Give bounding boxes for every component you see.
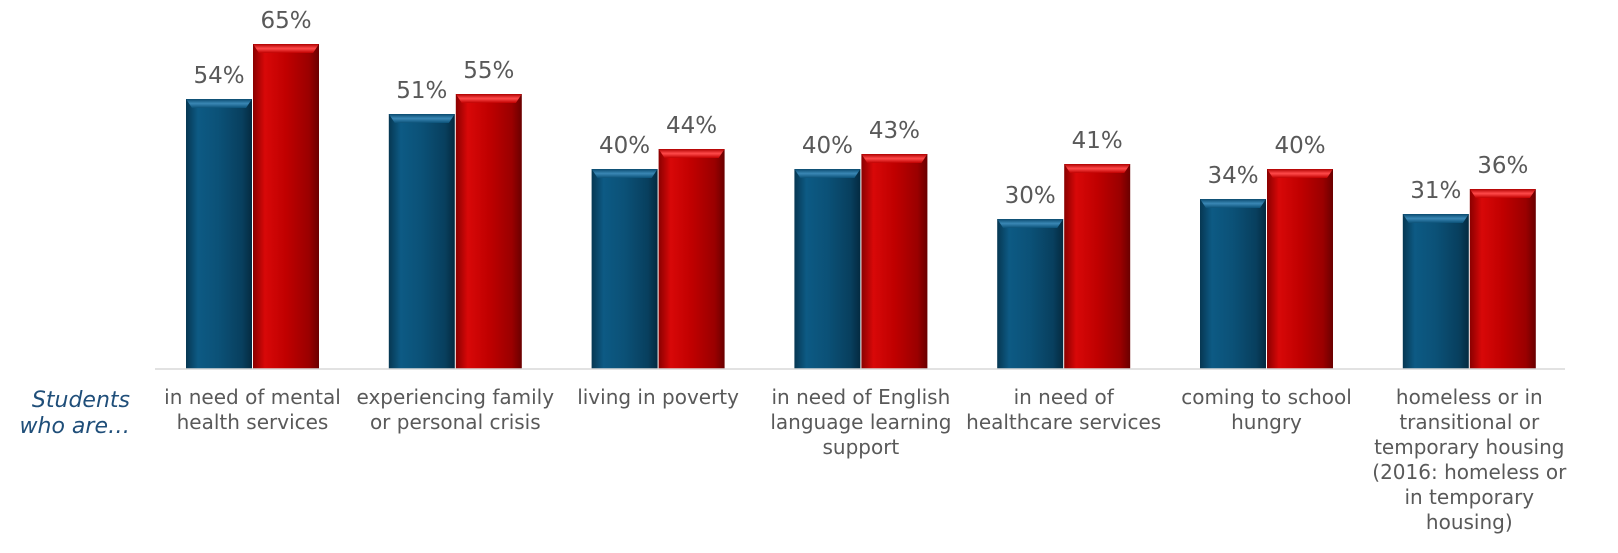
bar-body (1200, 199, 1266, 369)
value-label-red-1: 65% (260, 8, 311, 34)
value-label-blue-3: 40% (599, 133, 650, 159)
bar-body (1469, 189, 1536, 369)
value-label-blue-4: 40% (802, 133, 853, 159)
bar-bevel (1064, 164, 1131, 173)
row-label: Students who are… (19, 388, 130, 439)
bar-red-6 (1267, 169, 1333, 369)
value-label-blue-5: 30% (1005, 183, 1056, 209)
bar-bevel (591, 169, 658, 178)
bar-bevel (997, 219, 1064, 228)
value-label-red-7: 36% (1477, 153, 1528, 179)
bar-blue-7 (1402, 214, 1469, 369)
category-label-5: in need of healthcare services (966, 385, 1162, 434)
bar-bevel (1402, 214, 1469, 223)
bar-bevel (455, 94, 522, 103)
bar-bevel (186, 99, 252, 108)
bar-body (1267, 169, 1333, 369)
bar-bevel (253, 44, 319, 53)
bar-body (861, 154, 928, 369)
bar-blue-4 (794, 169, 861, 369)
bar-bevel (1469, 189, 1536, 198)
category-label-4: in need of English language learning sup… (770, 385, 952, 459)
value-label-blue-6: 34% (1207, 163, 1258, 189)
bar-blue-5 (997, 219, 1064, 369)
category-label-2: experiencing family or personal crisis (356, 385, 555, 434)
bar-red-7 (1469, 189, 1536, 369)
bar-red-4 (861, 154, 928, 369)
value-label-blue-7: 31% (1410, 178, 1461, 204)
bar-bevel (388, 114, 455, 123)
bar-body (186, 99, 252, 369)
category-label-3: living in poverty (577, 385, 739, 409)
value-label-red-5: 41% (1072, 128, 1123, 154)
bar-body (1064, 164, 1131, 369)
bar-body (253, 44, 319, 369)
bar-bevel (658, 149, 725, 158)
bar-bevel (794, 169, 861, 178)
bar-body (388, 114, 455, 369)
value-label-red-4: 43% (869, 118, 920, 144)
bar-body (1402, 214, 1469, 369)
bar-blue-2 (388, 114, 455, 369)
bar-body (997, 219, 1064, 369)
bar-bevel (1267, 169, 1333, 178)
category-label-7: homeless or in transitional or temporary… (1372, 385, 1567, 534)
bar-blue-3 (591, 169, 658, 369)
bar-red-3 (658, 149, 725, 369)
bar-body (591, 169, 658, 369)
value-label-blue-2: 51% (396, 78, 447, 104)
bar-body (455, 94, 522, 369)
value-label-blue-1: 54% (193, 63, 244, 89)
category-label-1: in need of mental health services (164, 385, 341, 434)
bar-bevel (1200, 199, 1266, 208)
bar-red-1 (253, 44, 319, 369)
value-label-red-3: 44% (666, 113, 717, 139)
value-label-red-6: 40% (1274, 133, 1325, 159)
bar-blue-6 (1200, 199, 1266, 369)
bar-body (658, 149, 725, 369)
bar-blue-1 (186, 99, 252, 369)
bar-body (794, 169, 861, 369)
bar-red-2 (455, 94, 522, 369)
category-label-6: coming to school hungry (1181, 385, 1352, 434)
bar-red-5 (1064, 164, 1131, 369)
value-label-red-2: 55% (463, 58, 514, 84)
bar-bevel (861, 154, 928, 163)
